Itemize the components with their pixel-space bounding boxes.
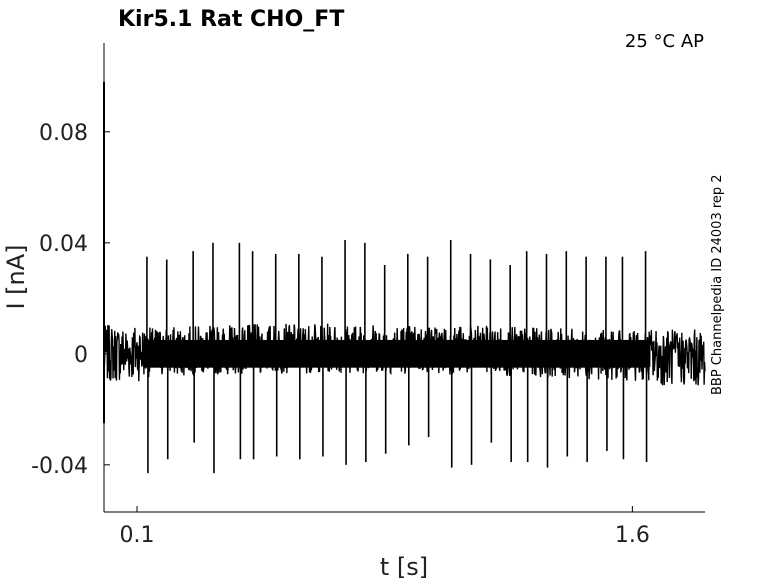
x-tick-label: 1.6 — [615, 523, 650, 548]
y-tick-group: -0.04 0 0.04 0.08 — [31, 121, 110, 479]
series-trace-group — [103, 81, 706, 474]
y-tick-label: 0 — [74, 343, 88, 368]
y-tick-label: -0.04 — [31, 454, 88, 479]
y-tick-label: 0.04 — [39, 232, 88, 257]
side-id-label: BBP Channelpedia ID 24003 rep 2 — [710, 174, 725, 395]
x-tick-label: 0.1 — [120, 523, 155, 548]
y-tick-label: 0.08 — [39, 121, 88, 146]
series-noise-core — [143, 339, 649, 368]
condition-label: 25 °C AP — [625, 31, 704, 52]
chart-title: Kir5.1 Rat CHO_FT — [118, 7, 344, 32]
x-tick-group: 0.1 1.6 — [120, 506, 650, 548]
x-axis-label: t [s] — [380, 553, 428, 581]
y-axis-label: I [nA] — [2, 244, 30, 309]
